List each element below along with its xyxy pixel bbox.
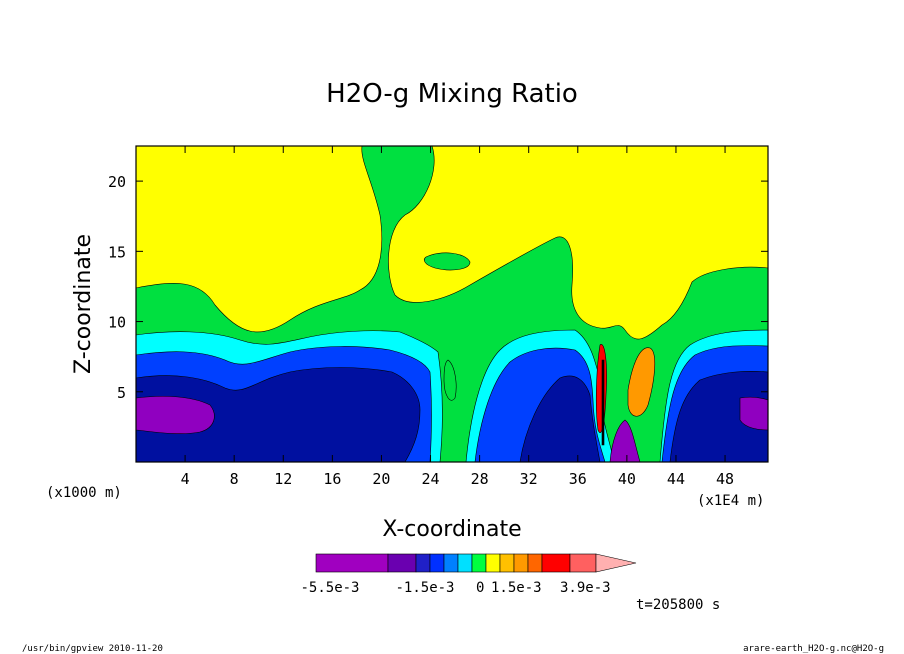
colorbar-segment	[527, 553, 543, 573]
colorbar-label: -5.5e-3	[300, 580, 359, 596]
y-axis-ticks: 5 10 15 20	[108, 173, 768, 402]
x-tick-label: 36	[569, 470, 587, 488]
colorbar-label: 3.9e-3	[560, 580, 611, 596]
orange-plume	[627, 347, 656, 417]
x-tick-label: 48	[716, 470, 734, 488]
green-patch	[424, 252, 471, 271]
x-tick-label: 8	[230, 470, 239, 488]
x-units-note: (x1E4 m)	[697, 493, 764, 509]
contour-field	[136, 146, 768, 462]
purple-region	[136, 395, 768, 462]
colorbar-segment	[415, 553, 431, 573]
colorbar-label: 1.5e-3	[491, 580, 542, 596]
colorbar-labels: -5.5e-3 -1.5e-3 0 1.5e-3 3.9e-3	[300, 580, 610, 596]
x-tick-label: 24	[421, 470, 439, 488]
colorbar-segment	[429, 553, 445, 573]
colorbar-arrow	[595, 553, 637, 573]
colorbar-label: -1.5e-3	[395, 580, 454, 596]
colorbar-segment	[387, 553, 417, 573]
time-label: t=205800 s	[636, 597, 720, 613]
y-tick-label: 5	[117, 384, 126, 402]
footer-right: arare-earth_H2O-g.nc@H2O-g	[743, 644, 884, 654]
colorbar-segment	[457, 553, 473, 573]
colorbar-segment	[541, 553, 571, 573]
y-tick-label: 20	[108, 173, 126, 191]
x-tick-label: 28	[471, 470, 489, 488]
colorbar-segment	[471, 553, 487, 573]
dark-blue-region	[136, 367, 768, 462]
x-tick-label: 32	[520, 470, 538, 488]
y-units-note: (x1000 m)	[46, 485, 122, 501]
chart-title: H2O-g Mixing Ratio	[326, 79, 578, 109]
x-tick-label: 16	[323, 470, 341, 488]
colorbar-segment	[569, 553, 597, 573]
colorbar	[315, 553, 637, 573]
green-patch	[443, 359, 457, 401]
x-tick-label: 4	[181, 470, 190, 488]
colorbar-segment	[485, 553, 501, 573]
x-tick-label: 12	[274, 470, 292, 488]
colorbar-segment	[499, 553, 515, 573]
dark-streak	[601, 359, 605, 446]
x-axis-ticks: 4 8 12 16 20 24 28 32 36 40 44 48	[181, 146, 734, 488]
y-tick-label: 10	[108, 314, 126, 332]
colorbar-segment	[315, 553, 389, 573]
footer-left: /usr/bin/gpview 2010-11-20	[22, 644, 163, 654]
x-tick-label: 44	[667, 470, 685, 488]
x-axis-label: X-coordinate	[382, 517, 521, 542]
y-axis-label: Z-coordinate	[71, 234, 96, 374]
colorbar-label: 0	[476, 580, 484, 596]
x-tick-label: 40	[618, 470, 636, 488]
plot-frame	[135, 145, 769, 463]
y-tick-label: 15	[108, 243, 126, 261]
colorbar-segment	[443, 553, 459, 573]
colorbar-segment	[513, 553, 529, 573]
x-tick-label: 20	[372, 470, 390, 488]
